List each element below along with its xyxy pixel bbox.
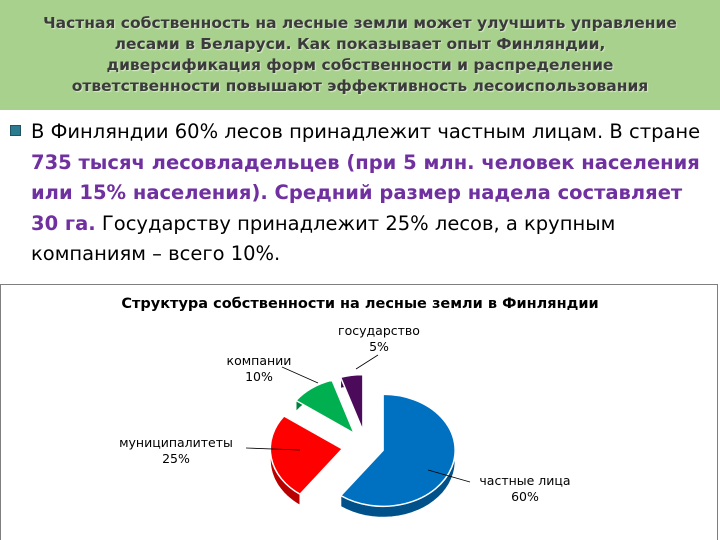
slide-header: Частная собственность на лесные земли мо…: [0, 0, 720, 110]
square-bullet-icon: [10, 125, 21, 136]
bullet-item: В Финляндии 60% лесов принадлежит частны…: [8, 117, 713, 270]
slice-label-companies: компании 10%: [214, 353, 304, 385]
chart-frame: [0, 284, 718, 540]
slide-title-line: диверсификация форм собственности и расп…: [106, 56, 614, 74]
bullet-text-plain: В Финляндии 60% лесов принадлежит частны…: [31, 120, 701, 143]
leader-line-state: [355, 354, 379, 370]
pie-slice-state: [339, 373, 364, 431]
slide-title-line: Частная собственность на лесные земли мо…: [43, 14, 677, 32]
chart-title: Структура собственности на лесные земли …: [121, 296, 599, 312]
bullet-text-highlight: 735 тысяч лесовладельцев (при 5 млн. чел…: [31, 150, 700, 235]
bullet-text: В Финляндии 60% лесов принадлежит частны…: [31, 117, 713, 270]
slice-label-value: 5%: [369, 339, 389, 354]
leader-line-private: [427, 469, 471, 483]
slice-label-value: 25%: [162, 451, 190, 466]
slice-label-name: компании: [226, 353, 292, 368]
leader-line-companies: [281, 366, 319, 384]
slice-label-municipal: муниципалитеты 25%: [106, 435, 246, 467]
slide-title-line: лесами в Беларуси. Как показывает опыт Ф…: [114, 35, 606, 53]
slice-label-name: частные лица: [479, 473, 571, 488]
slice-label-name: государство: [338, 323, 420, 338]
pie-slice-private: [339, 393, 456, 507]
slice-label-private: частные лица 60%: [470, 473, 580, 505]
pie-slice-companies: [294, 379, 356, 436]
slice-label-value: 60%: [511, 489, 539, 504]
leader-line-municipal: [245, 447, 301, 451]
slice-label-state: государство 5%: [324, 323, 434, 355]
slice-label-value: 10%: [245, 369, 273, 384]
bullet-text-plain-end: Государству принадлежит 25% лесов, а кру…: [31, 211, 616, 266]
slide-title-line: ответственности повышают эффективность л…: [71, 77, 649, 95]
pie-slice-municipal: [269, 415, 344, 496]
slice-label-name: муниципалитеты: [119, 435, 233, 450]
slide-title: Частная собственность на лесные земли мо…: [8, 13, 712, 97]
